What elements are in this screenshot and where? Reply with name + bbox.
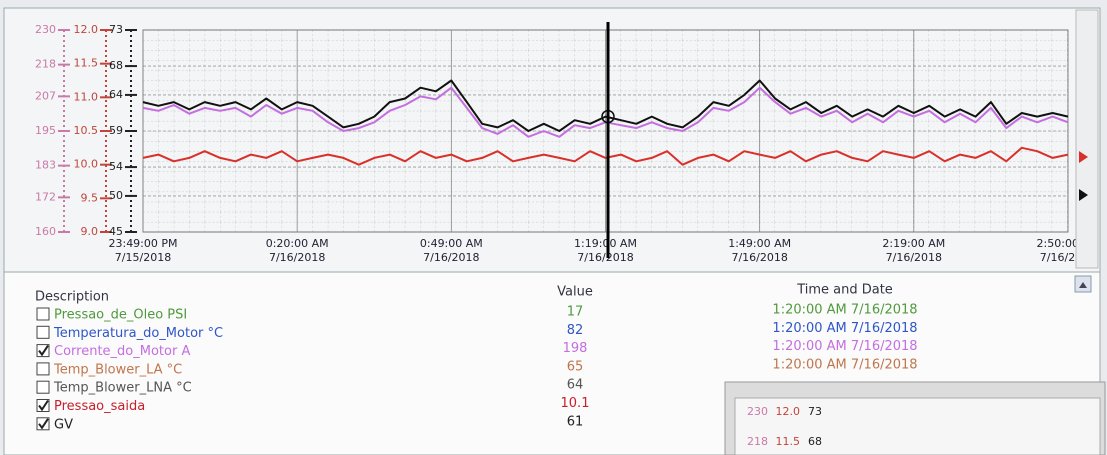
x-tick-label: 23:49:00 PM	[108, 237, 177, 250]
row-description: GV	[54, 417, 73, 432]
y-tick-label: 12.0	[74, 23, 99, 36]
y-tick-label: 230	[35, 23, 56, 36]
y-tick-label: 207	[35, 89, 56, 102]
y-tick-label: 64	[109, 88, 123, 101]
row-value: 198	[563, 341, 588, 356]
row-time: 1:20:00 AM 7/16/2018	[772, 321, 917, 336]
overlay-label: 230	[747, 405, 768, 418]
y-tick-label: 195	[35, 124, 56, 137]
y-tick-label: 73	[109, 23, 123, 36]
trend-window: 160 172 183 195 207 218 230 9.0 9.5 10.0 10.5 11.0 1…	[0, 0, 1107, 455]
row-value: 65	[567, 359, 584, 374]
checkbox[interactable]	[37, 363, 49, 375]
x-tick-label: 0:49:00 AM	[420, 237, 483, 250]
row-time: 1:20:00 AM 7/16/2018	[772, 357, 917, 372]
header-time: Time and Date	[796, 283, 893, 298]
y-tick-label: 183	[35, 159, 56, 172]
header-value: Value	[557, 285, 593, 300]
y-tick-label: 59	[109, 124, 123, 137]
checkbox[interactable]	[37, 308, 49, 320]
y-tick-label: 68	[109, 59, 123, 72]
y-tick-label: 10.0	[74, 158, 99, 171]
y-tick-label: 10.5	[74, 124, 99, 137]
y-tick-label: 50	[109, 189, 123, 202]
header-description: Description	[35, 290, 109, 305]
y-tick-label: 54	[109, 160, 123, 173]
row-description: Corrente_do_Motor A	[54, 344, 190, 359]
overlay-label: 73	[808, 405, 822, 418]
x-tick-date: 7/16/2018	[731, 251, 787, 264]
overlay-label: 68	[808, 435, 822, 448]
x-tick-label: 0:20:00 AM	[266, 237, 329, 250]
x-tick-label: 1:19:00 AM	[574, 237, 637, 250]
row-value: 61	[567, 414, 584, 429]
y-tick-label: 172	[35, 190, 56, 203]
x-tick-date: 7/15/2018	[115, 251, 171, 264]
x-tick-date: 7/16/2018	[577, 251, 633, 264]
row-description: Pressao_saida	[54, 399, 145, 414]
y-tick-label: 11.5	[74, 57, 99, 70]
overlay-label: 218	[747, 435, 768, 448]
overlay-label: 11.5	[776, 435, 801, 448]
row-value: 64	[567, 378, 584, 393]
x-tick-date: 7/16/2018	[269, 251, 325, 264]
x-tick-label: 1:49:00 AM	[728, 237, 791, 250]
row-description: Temp_Blower_LNA °C	[53, 381, 192, 396]
row-description: Temp_Blower_LA °C	[53, 362, 182, 377]
checkbox[interactable]	[37, 381, 49, 393]
row-value: 82	[567, 323, 584, 338]
row-description: Pressao_de_Oleo PSI	[54, 308, 187, 323]
checkbox[interactable]	[37, 326, 49, 338]
row-time: 1:20:00 AM 7/16/2018	[772, 303, 917, 318]
y-tick-label: 11.0	[74, 90, 99, 103]
row-value: 10.1	[561, 396, 590, 411]
row-description: Temperatura_do_Motor °C	[53, 326, 223, 341]
row-value: 17	[567, 305, 584, 320]
scrollbar[interactable]	[1076, 10, 1098, 268]
x-tick-date: 7/16/2018	[886, 251, 942, 264]
x-tick-date: 7/16/2018	[423, 251, 479, 264]
y-tick-label: 9.0	[81, 225, 99, 238]
y-tick-label: 160	[35, 225, 56, 238]
row-time: 1:20:00 AM 7/16/2018	[772, 339, 917, 354]
overlay-label: 12.0	[776, 405, 801, 418]
y-tick-label: 218	[35, 58, 56, 71]
x-tick-label: 2:19:00 AM	[882, 237, 945, 250]
y-tick-label: 9.5	[81, 191, 99, 204]
